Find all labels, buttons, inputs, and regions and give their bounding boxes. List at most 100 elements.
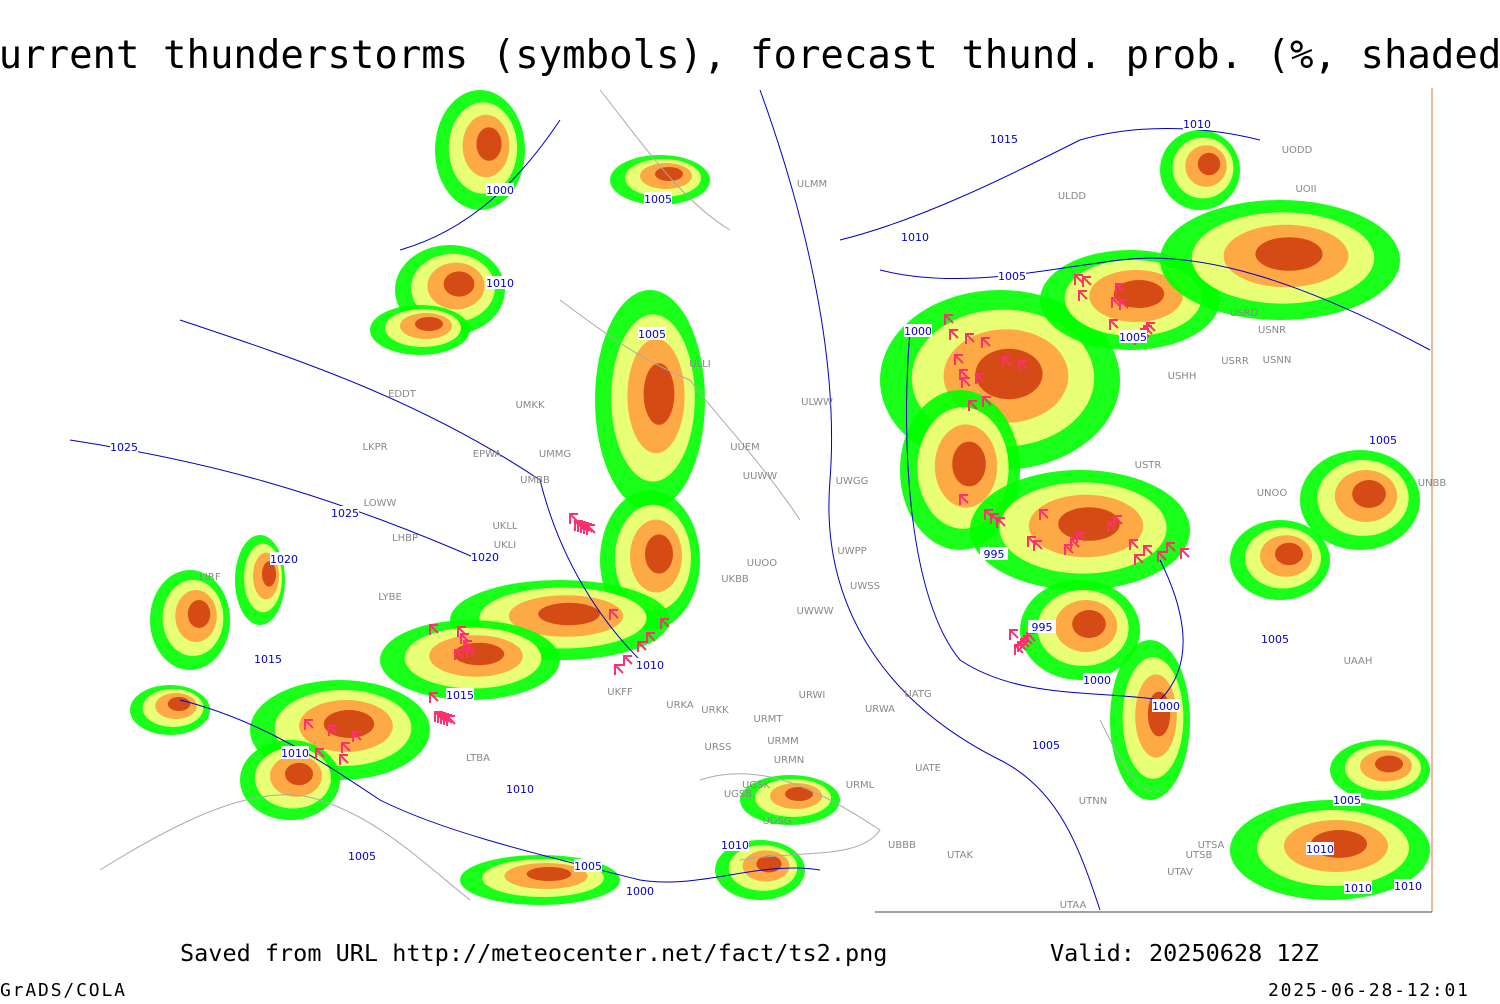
isobar-label: 1010 [1306,843,1334,856]
shade-area [538,602,600,626]
shade-area [645,534,673,574]
station-label: UUEM [730,442,760,453]
station-label: URSS [705,742,732,753]
coastline [599,89,731,231]
coastline [99,794,471,901]
shade-area [1275,542,1303,566]
storm-symbol [1082,276,1092,287]
isobar-label: 1010 [636,659,664,672]
station-label: URMN [774,755,804,766]
isobar-label-box [281,746,309,759]
storm-symbol [646,632,656,643]
storm-symbol [1039,509,1049,520]
isobar-label: 1000 [626,885,654,898]
station-label: LYBE [378,592,402,603]
storm-symbol [304,719,314,730]
isobar-label: 1005 [1369,434,1397,447]
station-label: UOII [1295,184,1316,195]
station-label: EDDT [388,389,417,400]
isobar-label: 1025 [331,507,359,520]
storm-symbol [339,754,349,765]
station-label: UTSB [1186,850,1213,861]
shade-area [1255,237,1323,271]
station-label: UMMG [539,449,571,460]
storm-symbols [304,274,1190,765]
station-label: UTAA [1060,900,1087,911]
station-label: ULMM [797,179,827,190]
station-label: UKFF [607,687,633,698]
station-label: UTAK [947,850,973,861]
station-label: UWPP [837,546,866,557]
station-label: UTNN [1079,796,1107,807]
shade-area [285,762,313,786]
storm-symbol [454,649,464,660]
coastline [699,773,881,861]
isobar-label: 1010 [1344,882,1372,895]
storm-symbol [1143,545,1153,556]
timestamp: 2025-06-28-12:01 [1268,980,1468,1000]
storm-symbol [1107,521,1117,532]
station-label: URMT [753,714,783,725]
storm-symbol [996,517,1006,528]
storm-symbol [574,520,584,531]
shade-area [453,642,505,666]
storm-symbol [429,692,439,703]
isobar-label: 1020 [270,553,298,566]
shade-area [1197,152,1221,176]
isobar [399,119,561,251]
storm-symbol [981,337,991,348]
station-label: UMKK [515,400,545,411]
storm-symbol [968,400,978,411]
station-label: UATE [915,763,941,774]
shade-area [187,600,211,628]
isobar-label: 1000 [486,184,514,197]
storm-symbol [949,329,959,340]
shade-area [785,787,813,801]
title: Current thunderstorms (symbols), forecas… [0,33,1500,78]
storm-symbol [1002,356,1012,367]
isobar-label-box [331,506,359,519]
storm-symbol [959,494,969,505]
storm-symbol [352,731,362,742]
shade-area [1058,507,1120,541]
map-labels: 1000 1005 1010 1005 1025 1025 1020 1020 1015 1015… [110,117,1446,911]
station-label: UWSS [850,581,880,592]
shade-area [756,855,782,873]
isobar-label: 1010 [1183,118,1211,131]
isobar-label-box [486,183,514,196]
storm-symbol [965,333,975,344]
isobar-label-box [901,230,929,243]
storm-symbol [1129,539,1139,550]
isobar-label-box [110,440,138,453]
isobar-label-box [638,327,666,340]
station-label: UWGG [836,476,869,487]
isobar-label-box [486,276,514,289]
storm-symbol [1009,629,1019,640]
station-label: UODD [1282,145,1313,156]
station-label: UUOO [747,558,778,569]
isobar-label-box [636,658,664,671]
station-label: UWWW [797,606,834,617]
station-label: UTSA [1198,840,1225,851]
station-label: USRO [1230,308,1259,319]
station-label: LIRF [199,572,220,583]
isobar [906,329,1184,701]
storm-symbol [434,711,444,722]
storm-symbol [1014,644,1024,655]
station-label: ULLI [689,359,710,370]
station-label: UBBB [888,840,916,851]
storm-symbol [660,618,670,629]
software-credit: GrADS/COLA [0,980,125,1000]
storm-symbol [1134,554,1144,565]
isobar-label-box [1394,879,1422,892]
isobar-label-box [471,550,499,563]
isobar [759,89,1101,911]
storm-symbol [1119,299,1129,310]
station-label: URKA [666,700,694,711]
storm-symbol [614,664,624,675]
isobar [839,127,1261,241]
isobar-label: 1010 [486,277,514,290]
station-label: UUWW [743,471,778,482]
station-label: USHH [1168,371,1197,382]
storm-symbol [954,354,964,365]
